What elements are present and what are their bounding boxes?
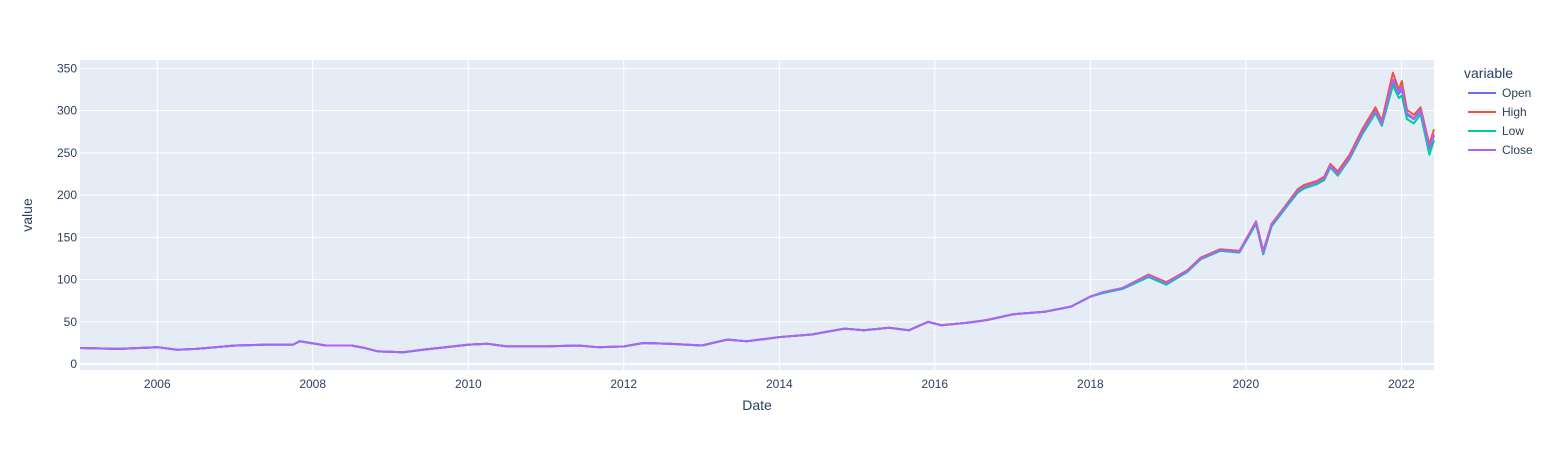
legend-label: Low [1502,124,1524,138]
series-lines [79,71,1435,354]
legend-label: Open [1502,86,1531,100]
legend-item-open[interactable]: Open [1468,86,1531,100]
x-tick-labels: 2006 2008 2010 2012 2014 2016 2018 2020 2022 [144,377,1415,391]
y-tick-label: 200 [57,188,77,202]
y-tick-label: 100 [57,273,77,287]
y-tick-label: 250 [57,146,77,160]
legend-item-low[interactable]: Low [1468,124,1524,138]
legend-item-close[interactable]: Close [1468,143,1533,157]
legend: variable Open High Low Close [1464,65,1533,157]
x-tick-label: 2008 [299,377,326,391]
x-tick-label: 2006 [144,377,171,391]
x-tick-label: 2018 [1077,377,1104,391]
legend-items: Open High Low Close [1468,86,1533,157]
y-tick-labels: 0 50 100 150 200 250 300 350 [57,61,77,371]
plot-background [80,60,1434,370]
x-tick-label: 2022 [1388,377,1415,391]
legend-label: Close [1502,143,1533,157]
legend-title: variable [1464,65,1513,81]
legend-item-high[interactable]: High [1468,105,1527,119]
x-tick-label: 2010 [455,377,482,391]
x-tick-label: 2016 [921,377,948,391]
x-tick-label: 2012 [610,377,637,391]
x-axis-title: Date [742,397,772,413]
y-tick-label: 0 [70,357,77,371]
series-line-close [79,78,1435,354]
y-tick-label: 50 [64,315,78,329]
x-tick-label: 2014 [766,377,793,391]
y-tick-label: 150 [57,230,77,244]
legend-label: High [1502,105,1527,119]
x-tick-label: 2020 [1232,377,1259,391]
y-axis-title: value [19,198,35,232]
y-tick-label: 300 [57,104,77,118]
y-tick-label: 350 [57,61,77,75]
gridlines [80,60,1434,370]
